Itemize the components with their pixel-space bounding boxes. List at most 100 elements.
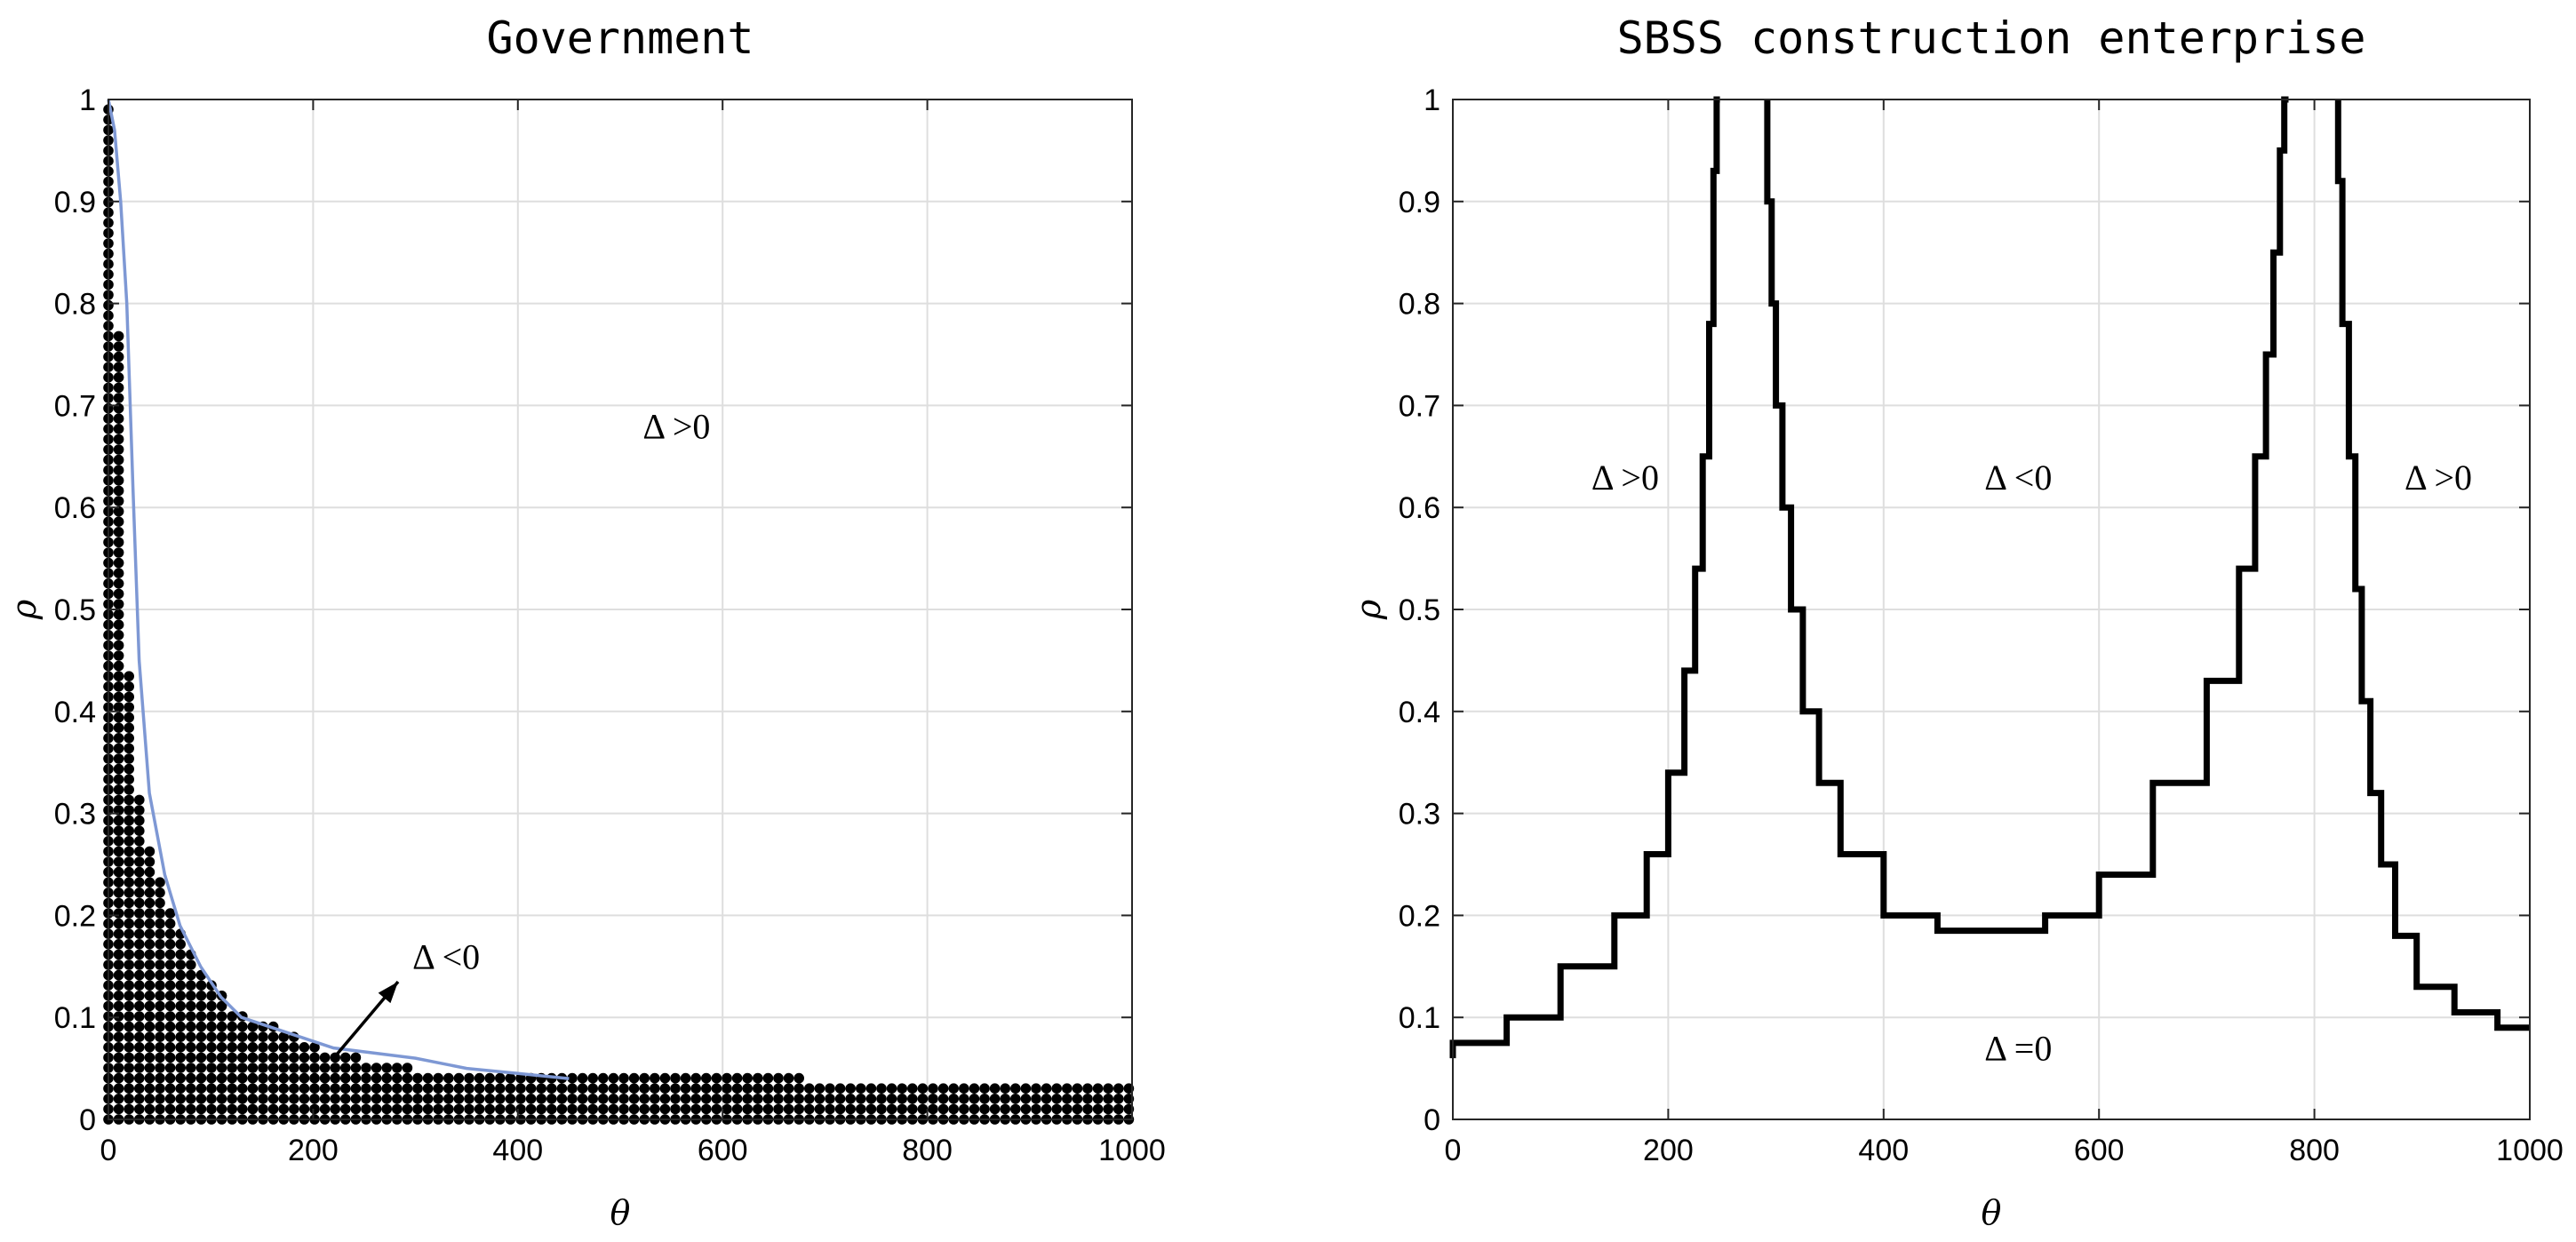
region-point <box>361 1072 371 1084</box>
plot-marks <box>1449 96 2530 1059</box>
region-point <box>1092 1083 1104 1094</box>
region-point <box>124 897 134 909</box>
chart-title: SBSS construction enterprise <box>1617 12 2366 64</box>
region-point <box>124 928 134 939</box>
region-point <box>227 1083 237 1094</box>
region-point <box>670 1094 681 1104</box>
y-tick-label: 0.8 <box>54 288 96 322</box>
region-point <box>113 506 124 517</box>
region-point <box>567 1103 578 1115</box>
region-point <box>144 1021 156 1032</box>
region-point <box>834 1094 846 1104</box>
region-point <box>762 1072 774 1084</box>
region-point <box>546 1083 557 1094</box>
region-point <box>124 743 134 754</box>
region-point <box>124 1011 134 1022</box>
region-point <box>144 980 156 991</box>
region-point <box>659 1103 671 1115</box>
region-point <box>175 1052 186 1063</box>
region-point <box>639 1072 650 1084</box>
region-point <box>164 918 176 929</box>
region-point <box>164 1000 176 1012</box>
region-point <box>608 1072 619 1084</box>
region-point <box>484 1083 495 1094</box>
region-point <box>113 856 124 867</box>
region-point <box>577 1072 588 1084</box>
region-point <box>690 1103 701 1115</box>
region-point <box>186 1000 196 1012</box>
region-point <box>794 1072 804 1084</box>
region-point <box>392 1072 403 1084</box>
region-point <box>113 897 124 909</box>
region-point <box>731 1072 743 1084</box>
region-point <box>216 1000 227 1012</box>
region-point <box>453 1072 465 1084</box>
region-point <box>113 794 124 806</box>
region-point <box>113 527 124 537</box>
region-point <box>948 1103 959 1115</box>
region-point <box>227 1063 237 1073</box>
region-point <box>113 671 124 681</box>
region-point <box>1020 1094 1032 1104</box>
y-tick-label: 0.4 <box>1399 696 1440 729</box>
region-point <box>319 1094 331 1104</box>
region-point <box>876 1094 887 1104</box>
region-point <box>155 969 165 981</box>
region-point <box>144 1000 156 1012</box>
region-point <box>113 1021 124 1032</box>
region-point <box>289 1052 299 1063</box>
region-point <box>113 836 124 847</box>
region-point <box>175 1042 186 1053</box>
region-point <box>124 836 134 847</box>
region-point <box>124 877 134 888</box>
region-point <box>1010 1094 1021 1104</box>
region-point <box>525 1103 537 1115</box>
region-point <box>350 1072 362 1084</box>
region-point <box>175 1072 186 1084</box>
region-point <box>134 897 145 909</box>
region-point <box>1113 1083 1124 1094</box>
region-point <box>175 949 186 960</box>
region-point <box>474 1083 485 1094</box>
region-point <box>134 846 145 857</box>
x-tick-label: 800 <box>2289 1134 2340 1167</box>
region-point <box>402 1072 413 1084</box>
region-point <box>124 1021 134 1032</box>
region-point <box>134 856 145 867</box>
region-point <box>659 1072 671 1084</box>
region-point <box>216 1094 227 1104</box>
region-point <box>412 1103 423 1115</box>
region-point <box>907 1103 918 1115</box>
region-point <box>124 939 134 950</box>
region-point <box>144 969 156 981</box>
region-point <box>155 1021 165 1032</box>
region-point <box>361 1083 371 1094</box>
region-point <box>278 1052 290 1063</box>
region-point <box>278 1063 290 1073</box>
region-point <box>628 1072 640 1084</box>
region-point <box>464 1094 475 1104</box>
region-point <box>505 1083 516 1094</box>
region-point <box>474 1103 485 1115</box>
region-point <box>381 1072 393 1084</box>
region-point <box>948 1083 959 1094</box>
region-point <box>206 1042 217 1053</box>
region-point <box>670 1072 681 1084</box>
region-point <box>753 1072 763 1084</box>
region-point <box>1082 1103 1093 1115</box>
region-point <box>164 908 176 919</box>
region-point <box>124 1031 134 1042</box>
region-point <box>113 991 124 1001</box>
region-point <box>113 413 124 425</box>
region-point <box>113 1072 124 1084</box>
y-tick-label: 0 <box>79 1103 96 1137</box>
region-point <box>381 1083 393 1094</box>
delta-annotation: Δ <0 <box>412 936 480 976</box>
region-point <box>113 1063 124 1073</box>
region-point <box>124 856 134 867</box>
region-point <box>525 1083 537 1094</box>
region-point <box>134 1052 145 1063</box>
region-point <box>628 1094 640 1104</box>
region-point <box>195 1103 207 1115</box>
region-point <box>937 1103 949 1115</box>
